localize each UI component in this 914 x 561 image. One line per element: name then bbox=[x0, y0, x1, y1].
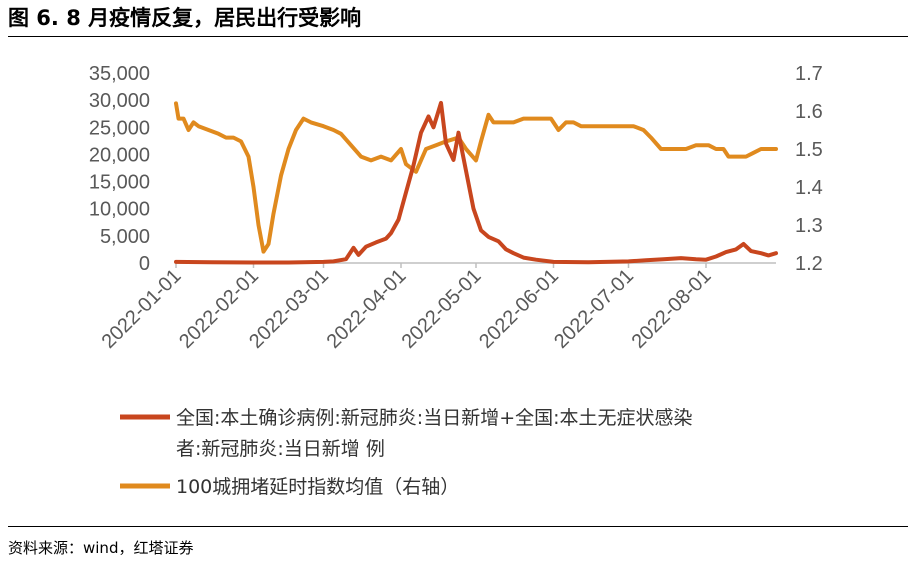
x-tick-label: 2022-04-01 bbox=[323, 265, 411, 353]
series-layer bbox=[174, 100, 778, 265]
y-left-tick-label: 30,000 bbox=[89, 90, 150, 112]
series-line-congestion bbox=[174, 101, 778, 254]
y-right-tick-label: 1.3 bbox=[795, 215, 823, 237]
legend-label-cases-line1: 全国:本土确诊病例:新冠肺炎:当日新增+全国:本土无症状感染 bbox=[176, 407, 693, 429]
y-right-tick-label: 1.4 bbox=[795, 177, 823, 199]
x-tick-label: 2022-07-01 bbox=[550, 265, 638, 353]
y-left-tick-label: 15,000 bbox=[89, 172, 150, 194]
title-divider bbox=[8, 36, 908, 37]
y-left-tick-label: 25,000 bbox=[89, 117, 150, 139]
x-tick-label: 2022-08-01 bbox=[628, 265, 716, 353]
y-left-tick-label: 0 bbox=[139, 253, 150, 275]
series-line-cases bbox=[174, 100, 778, 265]
chart-legend: 全国:本土确诊病例:新冠肺炎:当日新增+全国:本土无症状感染 者:新冠肺炎:当日… bbox=[120, 407, 693, 498]
y-left-tick-label: 5,000 bbox=[100, 226, 150, 248]
y-right-tick-label: 1.6 bbox=[795, 101, 823, 123]
y-right-tick-label: 1.5 bbox=[795, 139, 823, 161]
x-tick-label: 2022-01-01 bbox=[98, 265, 186, 353]
x-tick-label: 2022-06-01 bbox=[475, 265, 563, 353]
footer-divider bbox=[8, 526, 908, 527]
y-left-tick-label: 20,000 bbox=[89, 144, 150, 166]
y-right-tick-label: 1.2 bbox=[795, 253, 823, 275]
legend-label-congestion: 100城拥堵延时指数均值（右轴） bbox=[176, 476, 459, 498]
chart-axes: 0 5,000 10,000 15,000 20,000 25,000 30,000 35,0… bbox=[89, 63, 823, 353]
y-right-tick-label: 1.7 bbox=[795, 63, 823, 85]
legend-label-cases-line2: 者:新冠肺炎:当日新增 例 bbox=[176, 438, 385, 460]
y-left-tick-label: 10,000 bbox=[89, 199, 150, 221]
x-tick-label: 2022-05-01 bbox=[398, 265, 486, 353]
source-note: 资料来源：wind，红塔证券 bbox=[8, 539, 194, 557]
y-left-tick-label: 35,000 bbox=[89, 63, 150, 85]
chart-title: 图 6. 8 月疫情反复，居民出行受影响 bbox=[8, 6, 362, 30]
